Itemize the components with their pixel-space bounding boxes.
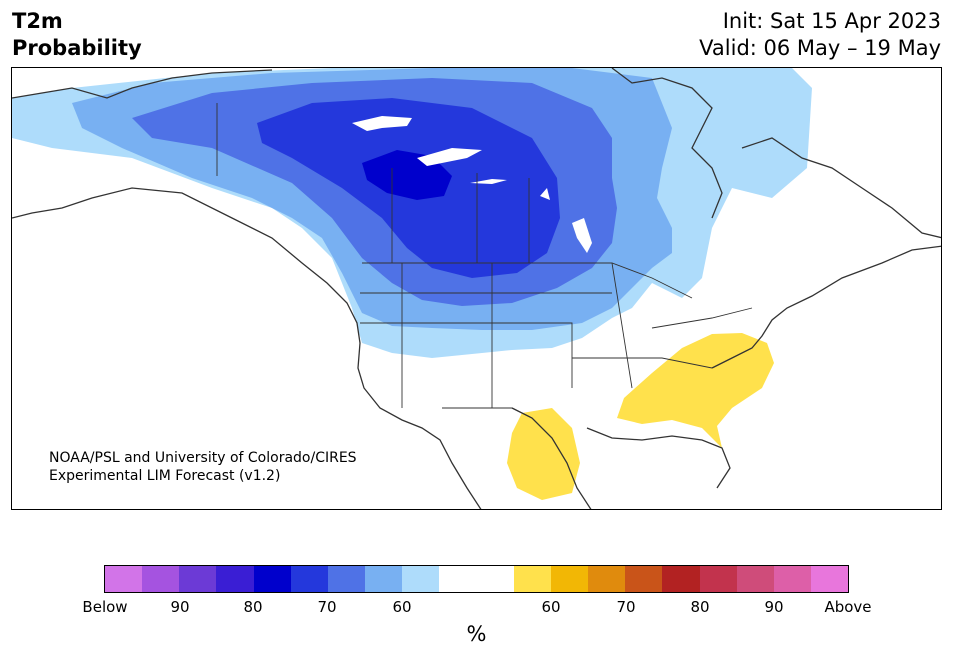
init-date: Init: Sat 15 Apr 2023 [722, 9, 941, 33]
map-title: T2m Probability [12, 8, 142, 62]
colorbar-ticks: Below 90 80 70 60 60 70 80 90 Above [0, 598, 953, 618]
lake-athabasca [470, 179, 507, 184]
colorbar-tick-label: Above [824, 598, 872, 616]
colorbar-segment [625, 566, 663, 592]
above-60-region-mexico [507, 408, 580, 500]
probability-colorbar [104, 565, 849, 593]
map-panel [11, 67, 942, 510]
below-normal-shading [12, 68, 812, 358]
valid-range: Valid: 06 May – 19 May [699, 36, 941, 60]
colorbar-tick-label: 70 [317, 598, 337, 616]
colorbar-segment [439, 566, 477, 592]
title-line-1: T2m [12, 9, 63, 33]
credit-line-1: NOAA/PSL and University of Colorado/CIRE… [49, 450, 357, 466]
political-borders [216, 103, 753, 419]
colorbar-segment [810, 566, 849, 592]
colorbar-segment [105, 566, 143, 592]
colorbar-segment [773, 566, 811, 592]
colorbar-tick-label: 70 [616, 598, 636, 616]
colorbar-tick-label: 80 [243, 598, 263, 616]
forecast-credit: NOAA/PSL and University of Colorado/CIRE… [49, 449, 357, 485]
colorbar-segment [290, 566, 328, 592]
colorbar-segment [699, 566, 737, 592]
colorbar-tick-label: 90 [764, 598, 784, 616]
great-lakes-north [352, 116, 592, 253]
probability-map [12, 68, 941, 509]
colorbar-tick-label: 90 [170, 598, 190, 616]
colorbar-segment [253, 566, 291, 592]
colorbar-segment [365, 566, 403, 592]
colorbar-tick-label: Below [82, 598, 128, 616]
colorbar-segment [662, 566, 700, 592]
colorbar-segment [550, 566, 589, 592]
colorbar-segment [736, 566, 774, 592]
reindeer-lake [540, 188, 550, 200]
colorbar-unit: % [466, 622, 487, 646]
credit-line-2: Experimental LIM Forecast (v1.2) [49, 468, 281, 484]
forecast-dates: Init: Sat 15 Apr 2023 Valid: 06 May – 19… [699, 8, 941, 62]
colorbar-tick-label: 60 [392, 598, 412, 616]
colorbar-segment [513, 566, 551, 592]
colorbar-segment [327, 566, 366, 592]
colorbar-segment [142, 566, 180, 592]
great-slave-lake [417, 148, 482, 166]
colorbar-tick-label: 80 [690, 598, 710, 616]
colorbar-segment [588, 566, 626, 592]
colorbar-segment [476, 566, 514, 592]
colorbar-segment [402, 566, 440, 592]
lake-winnipeg [572, 218, 592, 253]
above-normal-shading [507, 333, 774, 500]
above-60-region-southeast [617, 333, 774, 448]
colorbar-segment [216, 566, 254, 592]
colorbar-tick-label: 60 [541, 598, 561, 616]
colorbar-segment [179, 566, 217, 592]
great-bear-lake [352, 116, 412, 131]
title-line-2: Probability [12, 36, 142, 60]
